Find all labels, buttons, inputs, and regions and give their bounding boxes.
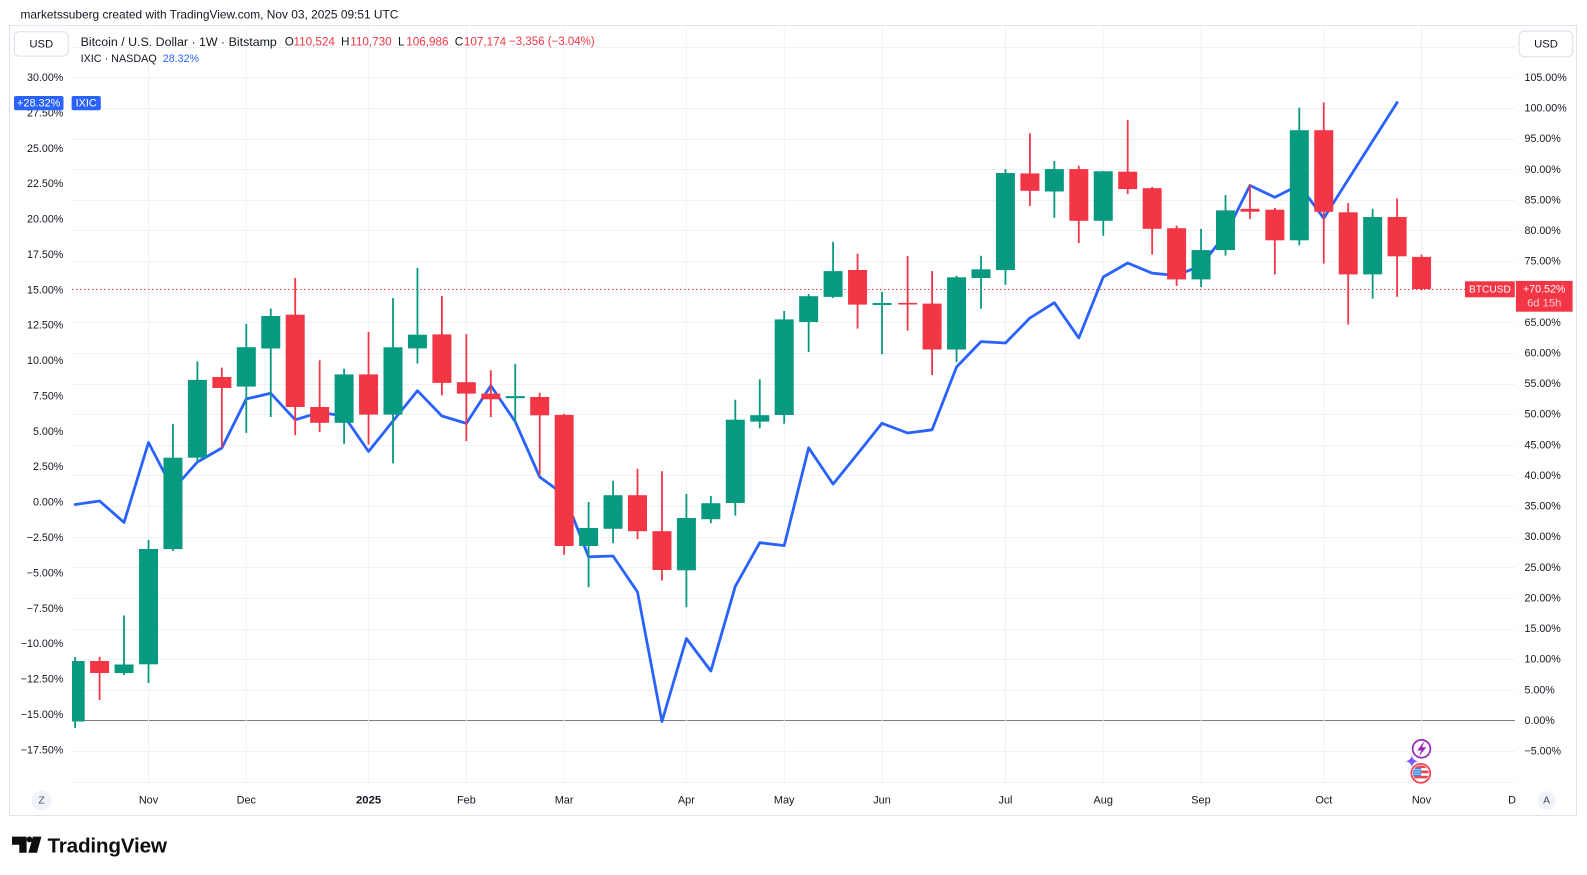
svg-text:45.00%: 45.00% (1525, 439, 1562, 451)
svg-text:30.00%: 30.00% (1525, 531, 1562, 543)
svg-text:−17.50%: −17.50% (21, 744, 64, 756)
svg-text:75.00%: 75.00% (1525, 256, 1562, 268)
svg-text:110,730: 110,730 (350, 36, 392, 49)
svg-text:5.00%: 5.00% (33, 426, 64, 438)
svg-text:USD: USD (1534, 38, 1558, 50)
svg-text:C: C (455, 36, 463, 49)
svg-text:L: L (398, 36, 405, 49)
svg-text:May: May (774, 795, 795, 807)
svg-text:17.50%: 17.50% (27, 249, 64, 261)
svg-text:−5.00%: −5.00% (27, 567, 64, 579)
svg-text:0.00%: 0.00% (1525, 715, 1556, 727)
svg-text:−15.00%: −15.00% (21, 709, 64, 721)
svg-text:2025: 2025 (356, 795, 381, 807)
svg-text:Dec: Dec (237, 795, 257, 807)
svg-text:−10.00%: −10.00% (21, 638, 64, 650)
svg-text:A: A (1543, 796, 1550, 807)
svg-text:80.00%: 80.00% (1525, 225, 1562, 237)
svg-text:IXIC · NASDAQ: IXIC · NASDAQ (81, 53, 157, 65)
svg-text:5.00%: 5.00% (1525, 684, 1556, 696)
svg-text:−12.50%: −12.50% (21, 674, 64, 686)
svg-text:100.00%: 100.00% (1525, 103, 1568, 115)
svg-text:Aug: Aug (1094, 795, 1113, 807)
svg-text:O: O (285, 36, 294, 49)
svg-text:27.50%: 27.50% (27, 107, 64, 119)
svg-text:60.00%: 60.00% (1525, 348, 1562, 360)
svg-text:Mar: Mar (555, 795, 574, 807)
svg-text:+28.32%: +28.32% (17, 98, 61, 110)
svg-text:Apr: Apr (678, 795, 695, 807)
svg-text:Nov: Nov (1412, 795, 1432, 807)
svg-text:BTCUSD: BTCUSD (1469, 284, 1511, 295)
svg-text:25.00%: 25.00% (1525, 562, 1562, 574)
svg-text:7.50%: 7.50% (33, 391, 64, 403)
svg-text:28.32%: 28.32% (163, 53, 200, 65)
svg-text:35.00%: 35.00% (1525, 501, 1562, 513)
svg-text:107,174: 107,174 (464, 36, 507, 49)
svg-text:15.00%: 15.00% (27, 284, 64, 296)
svg-text:22.50%: 22.50% (27, 178, 64, 190)
svg-text:Jun: Jun (873, 795, 891, 807)
svg-text:15.00%: 15.00% (1525, 623, 1562, 635)
svg-text:2.50%: 2.50% (33, 461, 64, 473)
svg-text:−3,356 (−3.04%): −3,356 (−3.04%) (509, 36, 595, 48)
svg-text:marketssuberg created with Tra: marketssuberg created with TradingView.c… (21, 8, 399, 22)
svg-text:20.00%: 20.00% (1525, 592, 1562, 604)
svg-text:Oct: Oct (1315, 795, 1332, 807)
svg-text:D: D (1508, 795, 1516, 807)
svg-text:110,524: 110,524 (294, 36, 336, 49)
svg-text:Feb: Feb (457, 795, 476, 807)
svg-text:H: H (341, 36, 349, 49)
svg-text:Jul: Jul (999, 795, 1013, 807)
svg-text:12.50%: 12.50% (27, 320, 64, 332)
svg-text:65.00%: 65.00% (1525, 317, 1562, 329)
svg-text:10.00%: 10.00% (1525, 654, 1562, 666)
svg-text:50.00%: 50.00% (1525, 409, 1562, 421)
svg-text:20.00%: 20.00% (27, 214, 64, 226)
svg-text:40.00%: 40.00% (1525, 470, 1562, 482)
svg-text:Z: Z (38, 796, 45, 807)
svg-text:Nov: Nov (139, 795, 159, 807)
svg-text:Bitcoin / U.S. Dollar · 1W · B: Bitcoin / U.S. Dollar · 1W · Bitstamp (81, 35, 277, 49)
svg-text:−2.50%: −2.50% (27, 532, 64, 544)
svg-text:105.00%: 105.00% (1525, 72, 1568, 84)
svg-text:6d 15h: 6d 15h (1527, 298, 1561, 310)
svg-text:106,986: 106,986 (406, 36, 448, 49)
svg-text:90.00%: 90.00% (1525, 164, 1562, 176)
svg-text:IXIC: IXIC (76, 98, 97, 110)
svg-text:+70.52%: +70.52% (1523, 283, 1566, 295)
svg-text:USD: USD (29, 39, 53, 51)
svg-text:−7.50%: −7.50% (27, 603, 64, 615)
svg-text:10.00%: 10.00% (27, 355, 64, 367)
svg-text:95.00%: 95.00% (1525, 133, 1562, 145)
svg-text:0.00%: 0.00% (33, 497, 64, 509)
svg-text:Sep: Sep (1191, 795, 1210, 807)
svg-text:25.00%: 25.00% (27, 143, 64, 155)
svg-text:30.00%: 30.00% (27, 72, 64, 84)
svg-text:TradingView: TradingView (48, 835, 168, 858)
svg-text:−5.00%: −5.00% (1525, 746, 1562, 758)
svg-text:85.00%: 85.00% (1525, 194, 1562, 206)
svg-text:55.00%: 55.00% (1525, 378, 1562, 390)
